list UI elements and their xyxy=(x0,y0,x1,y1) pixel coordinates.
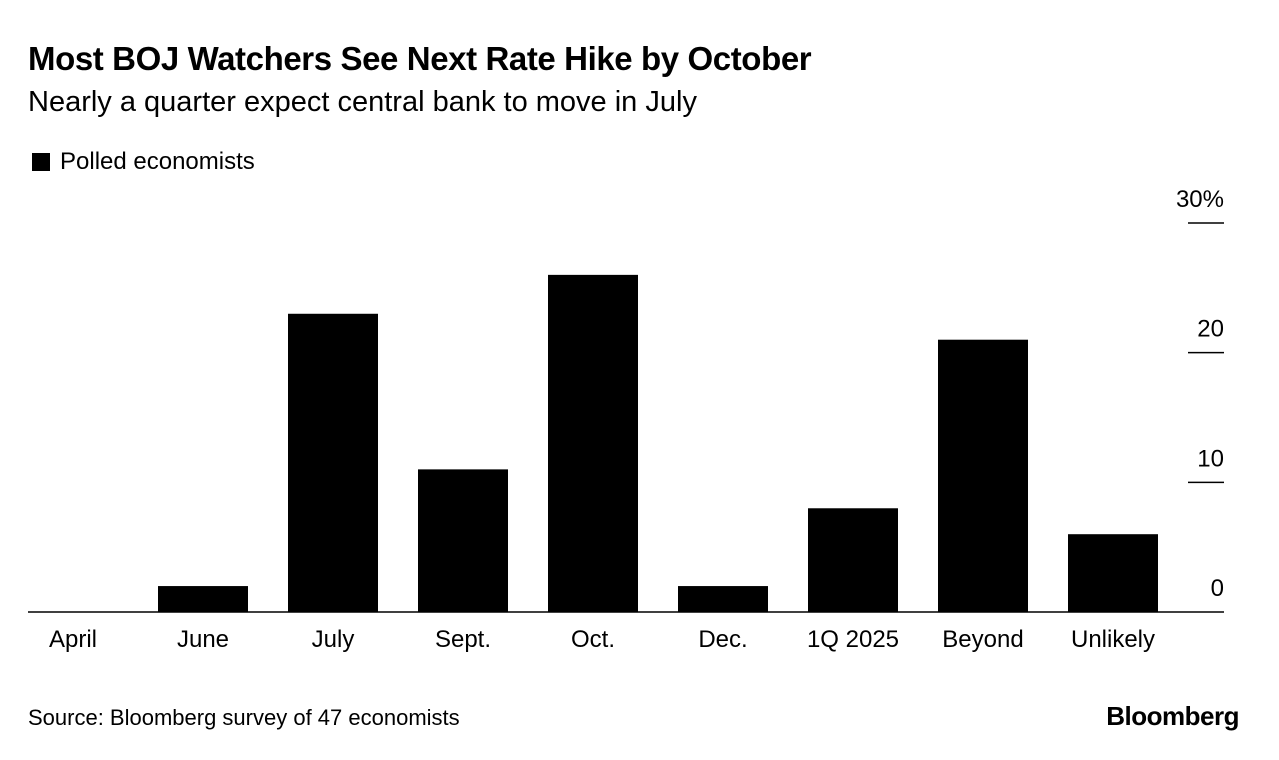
bar-1q-2025 xyxy=(808,508,898,612)
bar-oct xyxy=(548,274,638,612)
legend: Polled economists xyxy=(32,148,255,176)
x-tick-label: Sept. xyxy=(435,626,491,653)
bar-dec xyxy=(678,586,768,612)
x-tick-label: Unlikely xyxy=(1071,626,1155,653)
bar-sept xyxy=(418,469,508,612)
bar-beyond xyxy=(938,339,1028,612)
legend-swatch xyxy=(32,153,50,171)
source-note: Source: Bloomberg survey of 47 economist… xyxy=(28,705,460,730)
x-tick-label: July xyxy=(312,626,355,653)
legend-label: Polled economists xyxy=(60,148,255,175)
bar-june xyxy=(158,586,248,612)
x-tick-label: June xyxy=(177,626,229,653)
chart-subtitle: Nearly a quarter expect central bank to … xyxy=(28,86,697,118)
x-tick-label: April xyxy=(49,626,97,653)
x-tick-label: 1Q 2025 xyxy=(807,626,899,653)
y-tick-label-30: 30% xyxy=(1176,186,1224,213)
bar-unlikely xyxy=(1068,534,1158,612)
bloomberg-logo: Bloomberg xyxy=(1106,701,1239,731)
bar-july xyxy=(288,313,378,612)
x-tick-label: Oct. xyxy=(571,626,615,653)
y-tick-label-0: 0 xyxy=(1211,575,1224,602)
x-tick-label: Dec. xyxy=(698,626,747,653)
chart-title: Most BOJ Watchers See Next Rate Hike by … xyxy=(28,40,812,77)
x-tick-label: Beyond xyxy=(942,626,1023,653)
y-tick-label-10: 10 xyxy=(1197,445,1224,472)
y-tick-label-20: 20 xyxy=(1197,316,1224,343)
